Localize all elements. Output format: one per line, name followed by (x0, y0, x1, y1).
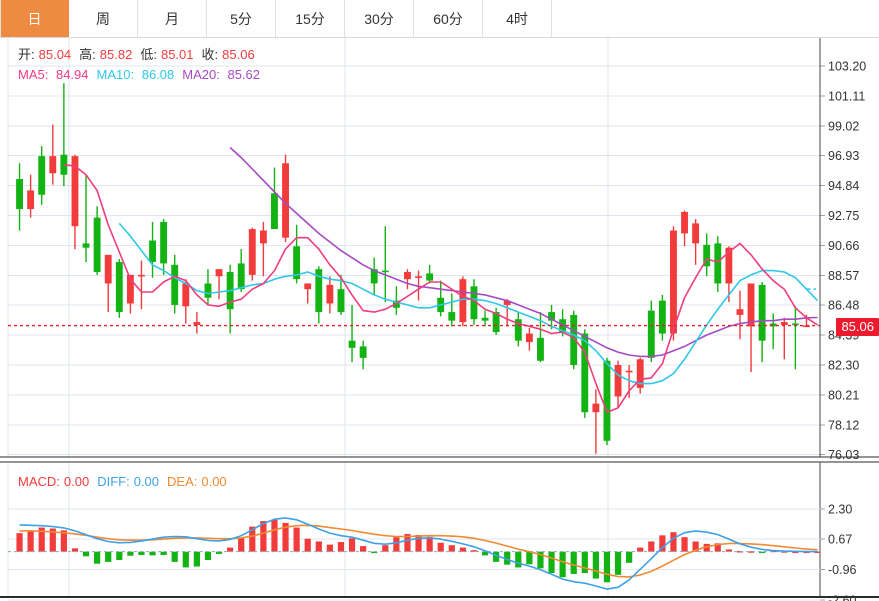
tab-period-week[interactable]: 周 (69, 0, 138, 37)
svg-text:2.30: 2.30 (828, 503, 852, 517)
svg-text:103.20: 103.20 (828, 60, 866, 74)
svg-text:96.93: 96.93 (828, 149, 859, 163)
tab-label: 月 (165, 10, 179, 27)
tab-period-day[interactable]: 日 (0, 0, 69, 37)
svg-text:82.30: 82.30 (828, 359, 859, 373)
svg-text:-0.96: -0.96 (828, 563, 857, 577)
svg-text:80.21: 80.21 (828, 388, 859, 402)
svg-text:94.84: 94.84 (828, 179, 859, 193)
svg-text:88.57: 88.57 (828, 269, 859, 283)
svg-text:0.67: 0.67 (828, 533, 852, 547)
price-and-macd-svg: 103.20 101.11 99.02 96.93 94.84 92.75 90.66 88.… (0, 38, 879, 601)
svg-text:76.03: 76.03 (828, 448, 859, 462)
last-price-tag: 85.06 (836, 317, 879, 336)
svg-text:92.75: 92.75 (828, 209, 859, 223)
tab-label: 15分 (295, 10, 325, 27)
svg-text:86.48: 86.48 (828, 299, 859, 313)
tabbar-filler (552, 0, 879, 37)
tab-label: 4时 (506, 10, 528, 27)
svg-text:90.66: 90.66 (828, 239, 859, 253)
tab-label: 30分 (364, 10, 394, 27)
tab-period-15min[interactable]: 15分 (276, 0, 345, 37)
svg-text:-2.60: -2.60 (828, 593, 857, 601)
tab-label: 5分 (230, 10, 252, 27)
tab-label: 日 (27, 10, 42, 27)
svg-text:78.12: 78.12 (828, 418, 859, 432)
tab-period-60min[interactable]: 60分 (414, 0, 483, 37)
tab-label: 周 (96, 10, 110, 27)
tab-period-5min[interactable]: 5分 (207, 0, 276, 37)
svg-text:101.11: 101.11 (828, 89, 865, 103)
period-tabbar: 日 周 月 5分 15分 30分 60分 4时 (0, 0, 879, 38)
tab-period-30min[interactable]: 30分 (345, 0, 414, 37)
tab-period-4hour[interactable]: 4时 (483, 0, 552, 37)
tab-period-month[interactable]: 月 (138, 0, 207, 37)
chart-area[interactable]: 103.20 101.11 99.02 96.93 94.84 92.75 90.66 88.… (0, 38, 879, 601)
tab-label: 60分 (433, 10, 463, 27)
svg-text:99.02: 99.02 (828, 119, 859, 133)
